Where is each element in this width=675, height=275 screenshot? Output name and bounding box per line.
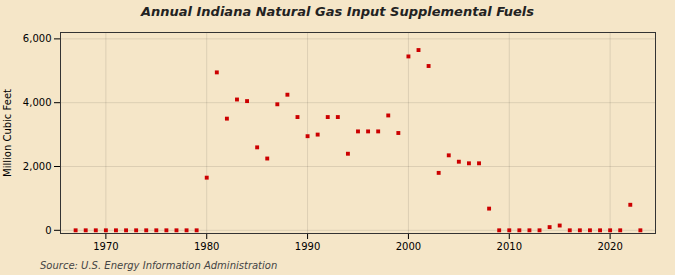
svg-text:2020: 2020 bbox=[597, 241, 622, 252]
svg-text:2000: 2000 bbox=[396, 241, 421, 252]
svg-text:4,000: 4,000 bbox=[23, 97, 52, 108]
svg-text:0: 0 bbox=[45, 225, 51, 236]
svg-text:Million Cubic Feet: Million Cubic Feet bbox=[2, 89, 13, 177]
svg-text:6,000: 6,000 bbox=[23, 33, 52, 44]
html-text:Source: U.S. Energy Informatio: Source: U.S. Energy Information Administ… bbox=[40, 260, 278, 271]
svg-text:1990: 1990 bbox=[295, 241, 320, 252]
svg-text:2,000: 2,000 bbox=[23, 161, 52, 172]
html-text:Annual Indiana Natural Gas Inp: Annual Indiana Natural Gas Input Supplem… bbox=[140, 4, 535, 19]
svg-text:1980: 1980 bbox=[194, 241, 219, 252]
svg-text:1970: 1970 bbox=[93, 241, 118, 252]
svg-text:2010: 2010 bbox=[497, 241, 522, 252]
